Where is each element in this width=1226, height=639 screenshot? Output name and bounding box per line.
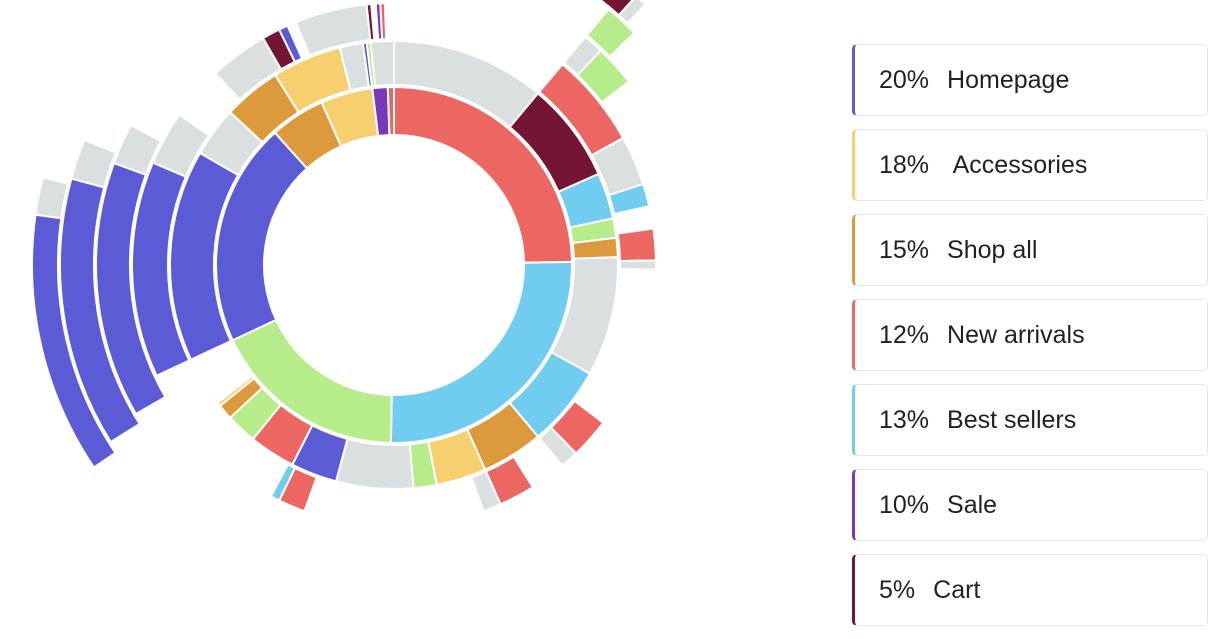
legend-item[interactable]: 13% Best sellers [852, 384, 1208, 456]
legend-label: Best sellers [947, 405, 1077, 434]
sunburst-segment-ring2-4[interactable]: Other [618, 259, 657, 271]
legend-item[interactable]: 20% Homepage [852, 44, 1208, 116]
legend-item[interactable]: 10% Sale [852, 469, 1208, 541]
sunburst-segment-ring1-23[interactable]: Other [369, 39, 395, 88]
sunburst-segment-ring0-7[interactable]: New arrivals [386, 85, 395, 137]
sunburst-segment-ring2-12[interactable]: Other [151, 113, 211, 179]
legend-percent: 20% [879, 65, 930, 94]
legend-label: Sale [947, 490, 998, 519]
legend: 20% Homepage 18% Accessories 15% Shop all 12%… [852, 44, 1208, 639]
sunburst-segment-ring2-10[interactable]: Best sellers [269, 463, 297, 502]
sunburst-segment-ring2-8[interactable]: Other [470, 470, 502, 513]
legend-percent: 10% [879, 490, 930, 519]
legend-percent: 5% [879, 575, 916, 604]
legend-item[interactable]: 18% Accessories [852, 129, 1208, 201]
sunburst-segment-ring3-3[interactable]: Other [112, 123, 163, 176]
legend-percent: 15% [879, 235, 930, 264]
legend-item[interactable]: 12% New arrivals [852, 299, 1208, 371]
sunburst-segment-ring4-0[interactable]: Green [585, 7, 636, 59]
sunburst-segment-ring1-15[interactable]: Accessories [216, 374, 256, 408]
sunburst-segment-ring4-2[interactable]: Other [70, 138, 118, 189]
sunburst-segment-ring2-15[interactable]: Homepage [277, 24, 304, 64]
legend-percent: 13% [879, 405, 930, 434]
legend-label: Accessories [947, 150, 1088, 179]
sunburst-segment-ring2-17[interactable]: Cart [365, 2, 376, 42]
legend-item[interactable]: 15% Shop all [852, 214, 1208, 286]
legend-label: Shop all [947, 235, 1038, 264]
sunburst-segment-ring5-1[interactable]: Other [617, 0, 647, 25]
sunburst-segment-ring5-3[interactable]: Other [34, 176, 70, 220]
sunburst-segment-ring2-2[interactable]: Best sellers [607, 182, 651, 216]
legend-percent: 12% [879, 320, 930, 349]
sunburst-segment-ring2-6[interactable]: Other [537, 426, 578, 468]
sunburst-chart: New arrivalsBest sellersGreenHomepageSho… [31, 0, 657, 513]
legend-percent: 18% [879, 150, 930, 179]
legend-label: Homepage [947, 65, 1070, 94]
sunburst-segment-ring2-19[interactable]: New arrivals [379, 2, 388, 41]
legend-label: Cart [933, 575, 981, 604]
sunburst-segment-ring2-3[interactable]: New arrivals [616, 227, 657, 263]
sunburst-segment-ring1-10[interactable]: Other [334, 437, 415, 490]
sunburst-segment-ring3-1[interactable]: Green [575, 49, 631, 104]
legend-label: New arrivals [947, 320, 1085, 349]
legend-item[interactable]: 5% Cart [852, 554, 1208, 626]
